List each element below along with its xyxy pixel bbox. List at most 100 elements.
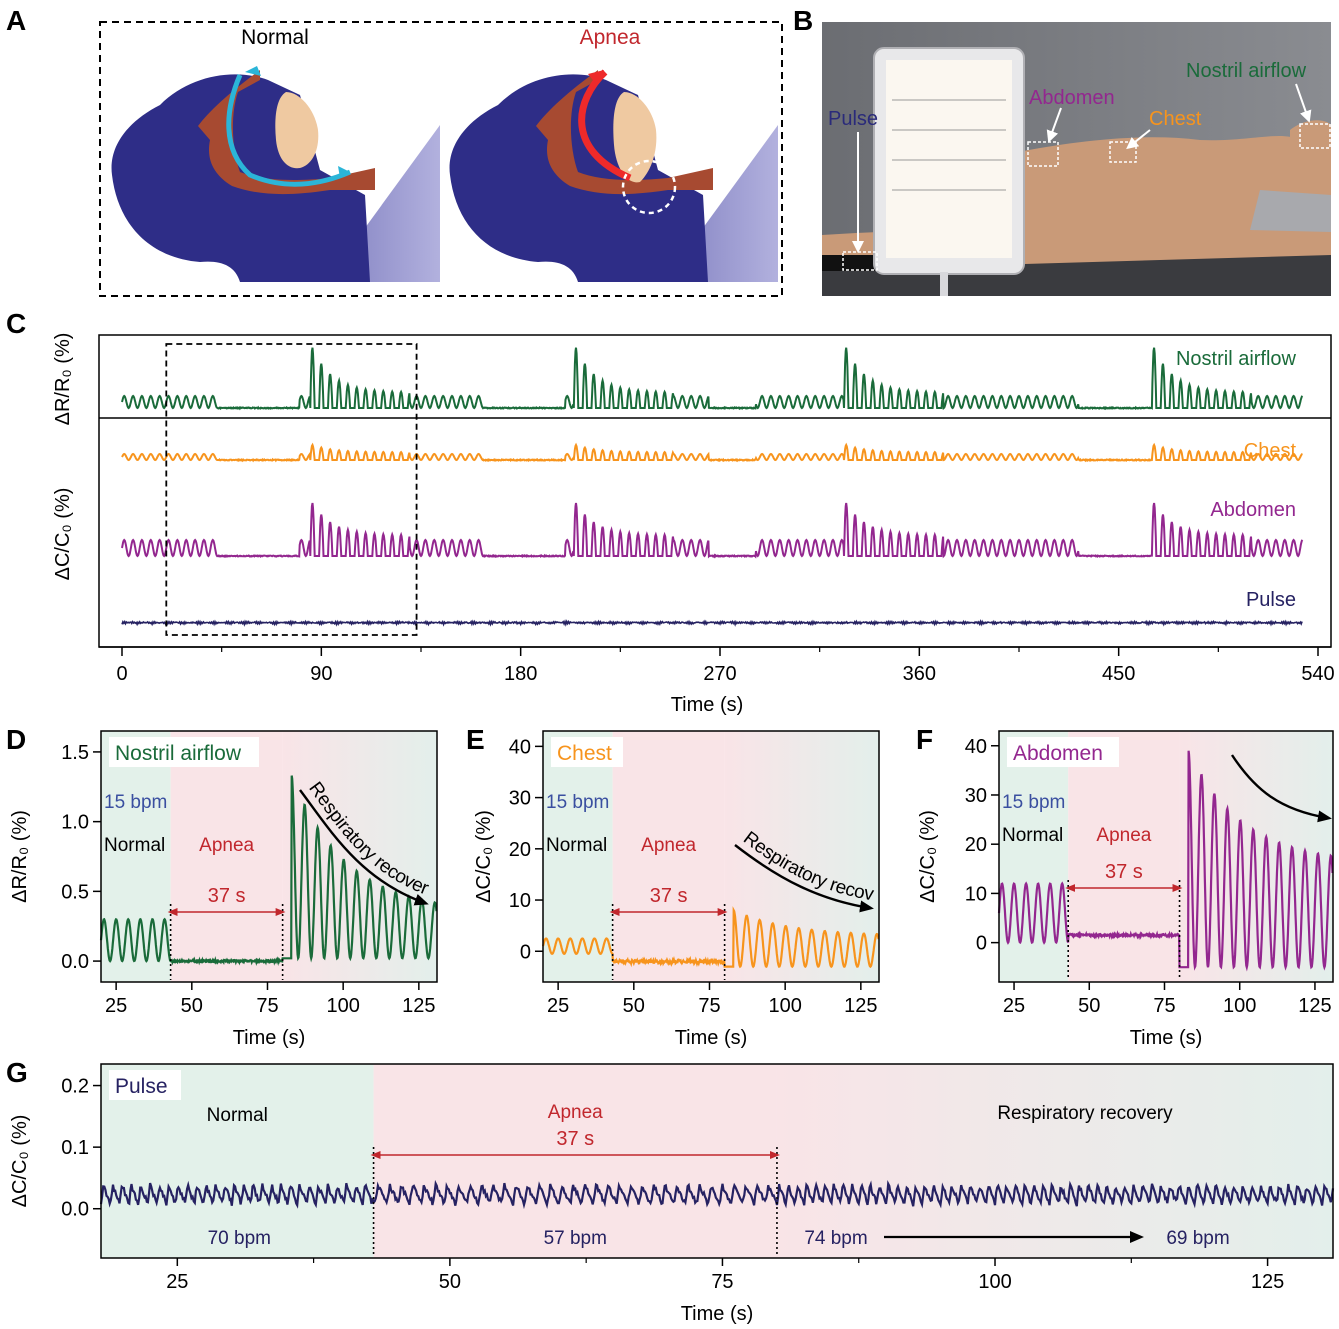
c-x-tick-label: 90 <box>310 663 332 685</box>
photo-label-pulse: Pulse <box>828 108 878 130</box>
y-tick-label: 0 <box>520 941 531 963</box>
phase-label-apnea: Apnea <box>199 835 254 856</box>
y-tick-label: 0.0 <box>61 1199 89 1221</box>
c-x-tick-label: 180 <box>504 663 537 685</box>
apnea-duration-label: 37 s <box>208 885 246 907</box>
phase-label-recovery: Respiratory recovery <box>997 1103 1173 1124</box>
apnea-duration-label: 37 s <box>1105 861 1143 883</box>
trace-c-chest <box>122 445 1303 461</box>
region-apnea <box>171 731 283 982</box>
panel-letter: G <box>6 1057 28 1088</box>
x-tick-label: 125 <box>1298 995 1331 1017</box>
phase-label-apnea: Apnea <box>641 835 696 856</box>
label-normal: Normal <box>241 26 309 49</box>
phase-label-normal: Normal <box>104 835 165 856</box>
breathing-rate-label: 15 bpm <box>104 792 167 813</box>
region-normal <box>999 731 1068 982</box>
trace-c-pulse <box>122 622 1302 625</box>
x-tick-label: 100 <box>768 995 801 1017</box>
c-legend-nostril: Nostril airflow <box>1176 348 1297 370</box>
y-tick-label: 40 <box>509 736 531 758</box>
series-label: Pulse <box>115 1075 168 1098</box>
c-x-tick-label: 450 <box>1102 663 1135 685</box>
panel-letter: F <box>916 724 933 755</box>
x-tick-label: 75 <box>698 995 720 1017</box>
region-apnea <box>1068 731 1179 982</box>
c-x-tick-label: 0 <box>116 663 127 685</box>
c-ylabel-top: ΔR/R₀ (%) <box>52 333 74 426</box>
trace-c-abdomen <box>122 503 1303 557</box>
panel-letter-b: B <box>793 5 813 36</box>
y-axis-label: ΔC/C₀ (%) <box>917 810 939 903</box>
y-axis-label: ΔC/C₀ (%) <box>473 810 495 903</box>
y-tick-label: 0.1 <box>61 1137 89 1159</box>
phase-label-apnea: Apnea <box>1096 825 1151 846</box>
x-tick-label: 125 <box>402 995 435 1017</box>
c-legend-abdomen: Abdomen <box>1210 499 1296 521</box>
breathing-rate-label: 15 bpm <box>546 792 609 813</box>
breathing-rate-label: 15 bpm <box>1002 792 1065 813</box>
y-tick-label: 10 <box>965 883 987 905</box>
y-tick-label: 30 <box>965 785 987 807</box>
panel-letter: E <box>466 724 485 755</box>
x-tick-label: 50 <box>439 1271 461 1293</box>
x-axis-label: Time (s) <box>675 1027 748 1049</box>
x-tick-label: 75 <box>1153 995 1175 1017</box>
x-tick-label: 125 <box>1251 1271 1284 1293</box>
phase-label-normal: Normal <box>546 835 607 856</box>
panel-b: B Pulse Abdomen Chest Nostr <box>793 5 1331 296</box>
x-tick-label: 50 <box>1078 995 1100 1017</box>
series-label: Nostril airflow <box>115 742 242 765</box>
heart-rate-normal: 70 bpm <box>208 1228 271 1249</box>
x-tick-label: 25 <box>1003 995 1025 1017</box>
panel-a: A Normal Apnea <box>6 5 782 296</box>
x-tick-label: 50 <box>623 995 645 1017</box>
panel-letter-a: A <box>6 5 26 36</box>
c-x-axis: 0 90 180 270 360 450 540 <box>99 647 1335 685</box>
y-tick-label: 0.2 <box>61 1076 89 1098</box>
photo-label-chest: Chest <box>1149 108 1202 130</box>
apnea-duration-label: 37 s <box>650 885 688 907</box>
panel-c: C Nostril airflow Chest Abdomen Pulse ΔR… <box>6 308 1335 716</box>
x-tick-label: 100 <box>326 995 359 1017</box>
zoom-window-box <box>166 344 416 635</box>
region-normal <box>543 731 613 982</box>
x-tick-label: 25 <box>105 995 127 1017</box>
y-tick-label: 30 <box>509 788 531 810</box>
series-label: Abdomen <box>1013 742 1103 765</box>
y-tick-label: 1.5 <box>61 742 89 764</box>
x-axis-label: Time (s) <box>1130 1027 1203 1049</box>
phase-label-normal: Normal <box>207 1105 268 1126</box>
y-tick-label: 20 <box>509 839 531 861</box>
heart-rate-apnea: 57 bpm <box>544 1228 607 1249</box>
label-apnea: Apnea <box>580 26 641 49</box>
head-normal-illustration <box>112 66 440 282</box>
panel-letter-c: C <box>6 308 26 339</box>
apnea-duration-label: 37 s <box>556 1128 594 1150</box>
y-axis-label: ΔR/R₀ (%) <box>9 810 31 903</box>
heart-rate-recovery-start: 74 bpm <box>804 1228 867 1249</box>
panel-f: 25 50 75 100 125010203040Time (s)ΔC/C₀ (%)F A… <box>916 724 1333 1049</box>
x-axis-label: Time (s) <box>681 1303 754 1325</box>
y-tick-label: 0.5 <box>61 881 89 903</box>
y-tick-label: 20 <box>965 834 987 856</box>
region-apnea <box>613 731 725 982</box>
panel-letter: D <box>6 724 26 755</box>
c-x-tick-label: 540 <box>1301 663 1334 685</box>
c-legend-pulse: Pulse <box>1246 589 1296 611</box>
photo-label-abdomen: Abdomen <box>1029 87 1115 109</box>
trace-c-nostril <box>122 348 1303 409</box>
y-tick-label: 0 <box>976 933 987 955</box>
y-tick-label: 1.0 <box>61 812 89 834</box>
figure-canvas: A Normal Apnea B <box>0 0 1339 1329</box>
y-axis-label: ΔC/C₀ (%) <box>9 1115 31 1208</box>
series-label: Chest <box>557 742 612 765</box>
x-tick-label: 50 <box>181 995 203 1017</box>
x-tick-label: 100 <box>1223 995 1256 1017</box>
x-tick-label: 75 <box>711 1271 733 1293</box>
x-tick-label: 125 <box>844 995 877 1017</box>
head-apnea-illustration <box>450 70 778 282</box>
y-tick-label: 10 <box>509 890 531 912</box>
c-legend-chest: Chest <box>1244 440 1297 462</box>
x-tick-label: 25 <box>166 1271 188 1293</box>
